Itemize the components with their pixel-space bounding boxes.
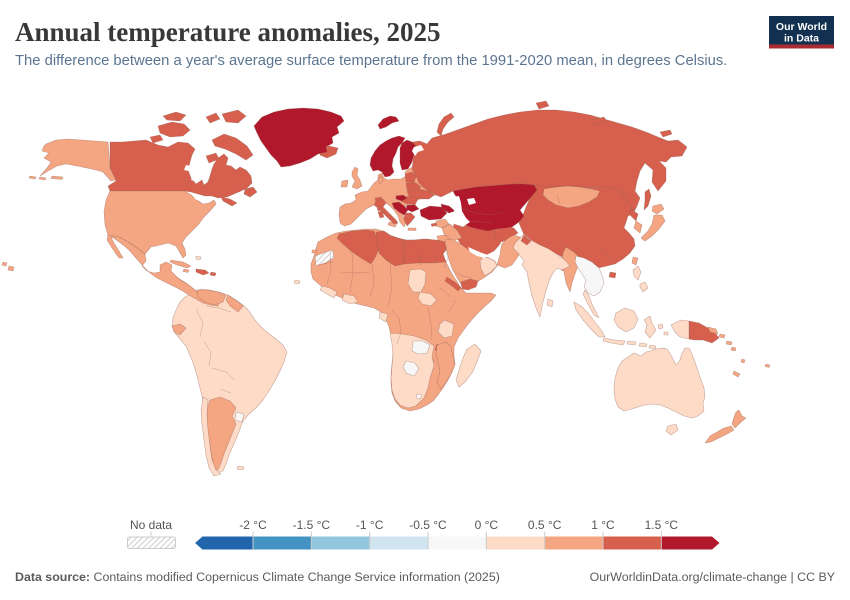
svg-text:Our World: Our World — [776, 21, 827, 33]
svg-text:No data: No data — [130, 518, 172, 532]
svg-text:Annual temperature anomalies,: Annual temperature anomalies, 2025 — [15, 17, 441, 47]
svg-text:1 °C: 1 °C — [591, 518, 615, 532]
svg-text:in Data: in Data — [784, 33, 819, 45]
svg-text:Data source: Contains modified: Data source: Contains modified Copernicu… — [15, 570, 500, 584]
svg-text:The difference between a year': The difference between a year's average … — [15, 53, 727, 69]
svg-text:1.5 °C: 1.5 °C — [645, 518, 679, 532]
svg-text:-1 °C: -1 °C — [356, 518, 384, 532]
svg-text:0.5 °C: 0.5 °C — [528, 518, 562, 532]
svg-text:-1.5 °C: -1.5 °C — [293, 518, 331, 532]
svg-text:OurWorldinData.org/climate-cha: OurWorldinData.org/climate-change | CC B… — [590, 570, 835, 584]
svg-text:0 °C: 0 °C — [475, 518, 499, 532]
svg-text:-2 °C: -2 °C — [239, 518, 267, 532]
svg-text:-0.5 °C: -0.5 °C — [409, 518, 447, 532]
